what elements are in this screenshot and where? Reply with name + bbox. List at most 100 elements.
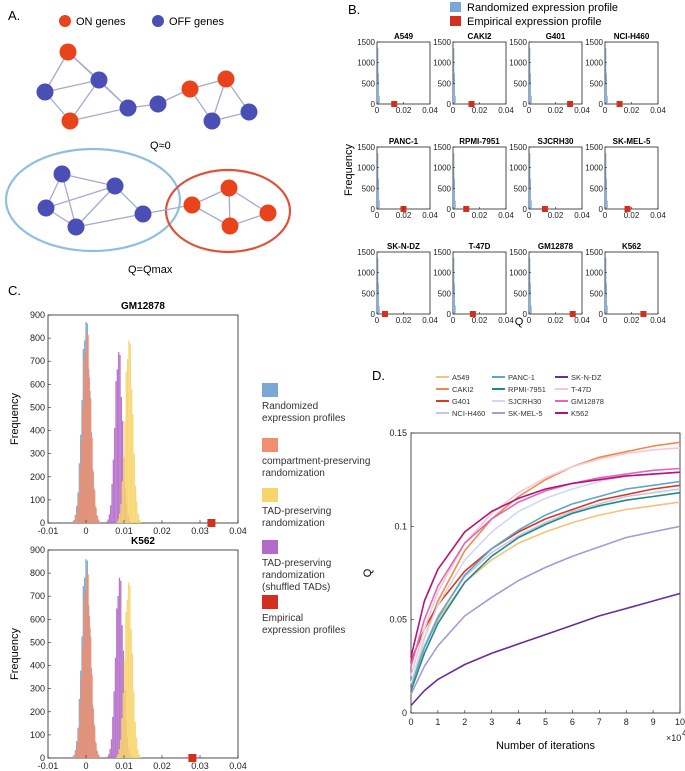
histogram-bar [72,521,75,523]
histogram-bar [138,519,141,523]
randomized-bar [605,153,607,209]
off-gene-node [106,177,124,195]
x-tick-label: 0.02 [396,106,412,115]
histogram-bar [87,334,89,523]
histogram-bar [78,698,81,758]
x-tick-label: 0 [603,316,608,325]
randomized-bar [530,200,532,209]
histogram-bar [131,653,134,758]
y-tick-label: 1000 [433,164,451,173]
histogram-bar [123,660,126,758]
histogram-rpmi-7951: RPMI-7951 0 0.02 0.04 0 500 1000 1500 [433,137,514,220]
histogram-g401: G401 0 0.02 0.04 0 500 1000 1500 [509,32,590,115]
x-tick-label: 10 [675,717,685,727]
caption-q-max: Q=Qmax [128,264,173,276]
histogram-bar [76,505,78,523]
y-tick-label: 0 [447,100,452,109]
x-tick-label: 0.04 [498,316,514,325]
randomized-bar [454,178,455,209]
panel-a-label: A. [8,8,20,23]
panel-b-label: B. [348,2,360,17]
histogram-title: GM12878 [538,242,574,251]
y-tick-label: 1000 [509,164,527,173]
legend-text: (shuffled TADs) [262,582,330,593]
randomized-bar [605,84,606,104]
randomized-bar [378,305,380,314]
randomized-bar [454,200,456,209]
histogram-bar [139,756,142,758]
x-tick-label: 0 [375,316,380,325]
histogram-bar [99,521,101,523]
randomized-bar [378,73,379,104]
histogram-title: SJCRH30 [537,137,574,146]
histogram-gm12878: GM12878 0 0.02 0.04 0 500 1000 1500 [509,242,590,325]
histogram-bar [134,722,136,758]
histogram-bar [74,755,76,758]
histogram-bar [126,358,129,523]
legend-text: SK-MEL-5 [508,409,543,418]
histogram-bar [137,514,139,523]
y-tick-label: 1000 [357,269,375,278]
x-tick-label: 0 [451,211,456,220]
histogram-bar [135,737,138,758]
histogram-bar [117,519,119,523]
randomized-bar [605,258,607,314]
histogram-bar [73,754,75,758]
x-tick-label: 0.02 [472,211,488,220]
x-tick-label: 3 [489,717,494,727]
y-tick-label: 0 [371,100,376,109]
legend-text: NCI-H460 [452,409,485,418]
randomized-bar [378,95,380,104]
histogram-bar [74,520,76,523]
caption-q-approx-zero: Q≈0 [150,140,171,152]
y-tick-label: 1500 [433,38,451,47]
histogram-bar [118,513,121,523]
legend-text: Randomized [262,401,318,412]
y-tick-label: 500 [590,184,604,193]
empirical-marker [616,101,623,107]
randomized-bar [606,305,608,314]
axes-box [47,314,239,524]
axes-box [376,146,431,210]
histogram-bar [90,636,92,758]
x-tick-label: 0.03 [191,761,209,771]
histogram-title: CAKI2 [467,32,492,41]
histogram-bar [113,691,115,758]
x-tick-label: -0.01 [38,761,59,771]
randomized-bar [606,95,608,104]
y-tick-label: 500 [362,79,376,88]
panel-b-xlabel: Q [515,316,524,328]
y-tick-label: 0 [447,205,452,214]
x-scale-exponent: 4 [682,729,685,738]
network-edge [69,107,129,122]
randomized-bar [453,189,454,209]
x-tick-label: 0.04 [650,106,666,115]
x-scale-factor: ×10 [666,733,681,743]
network-edge [75,213,144,228]
histogram-caki2: CAKI2 0 0.02 0.04 0 500 1000 1500 [433,32,514,115]
x-tick-label: 0.04 [574,106,590,115]
histogram-bar [78,729,80,758]
histogram-bar [137,749,139,758]
y-tick-label: 500 [590,289,604,298]
off-gene-node [240,103,258,121]
randomized-bar [529,84,530,104]
histogram-bar [126,600,128,758]
histogram-bar [90,398,92,523]
panel-a: A. ON genes OFF genes Q≈0 Q=Qmax [4,8,292,276]
legend-text: RPMI-7951 [508,385,546,394]
x-tick-label: 0 [375,106,380,115]
y-tick-label: 0.05 [389,615,407,625]
x-tick-label: 0.02 [548,106,564,115]
y-tick-label: 300 [30,684,45,694]
y-tick-label: 1000 [433,269,451,278]
empirical-marker [640,311,647,317]
randomized-bar [453,153,455,209]
histogram-bar [92,708,95,758]
x-tick-label: 7 [597,717,602,727]
axes-box [452,41,507,105]
empirical-marker [391,101,398,107]
randomized-bar [377,258,379,314]
panel-d-xlabel: Number of iterations [496,740,596,752]
y-tick-label: 900 [30,310,45,320]
